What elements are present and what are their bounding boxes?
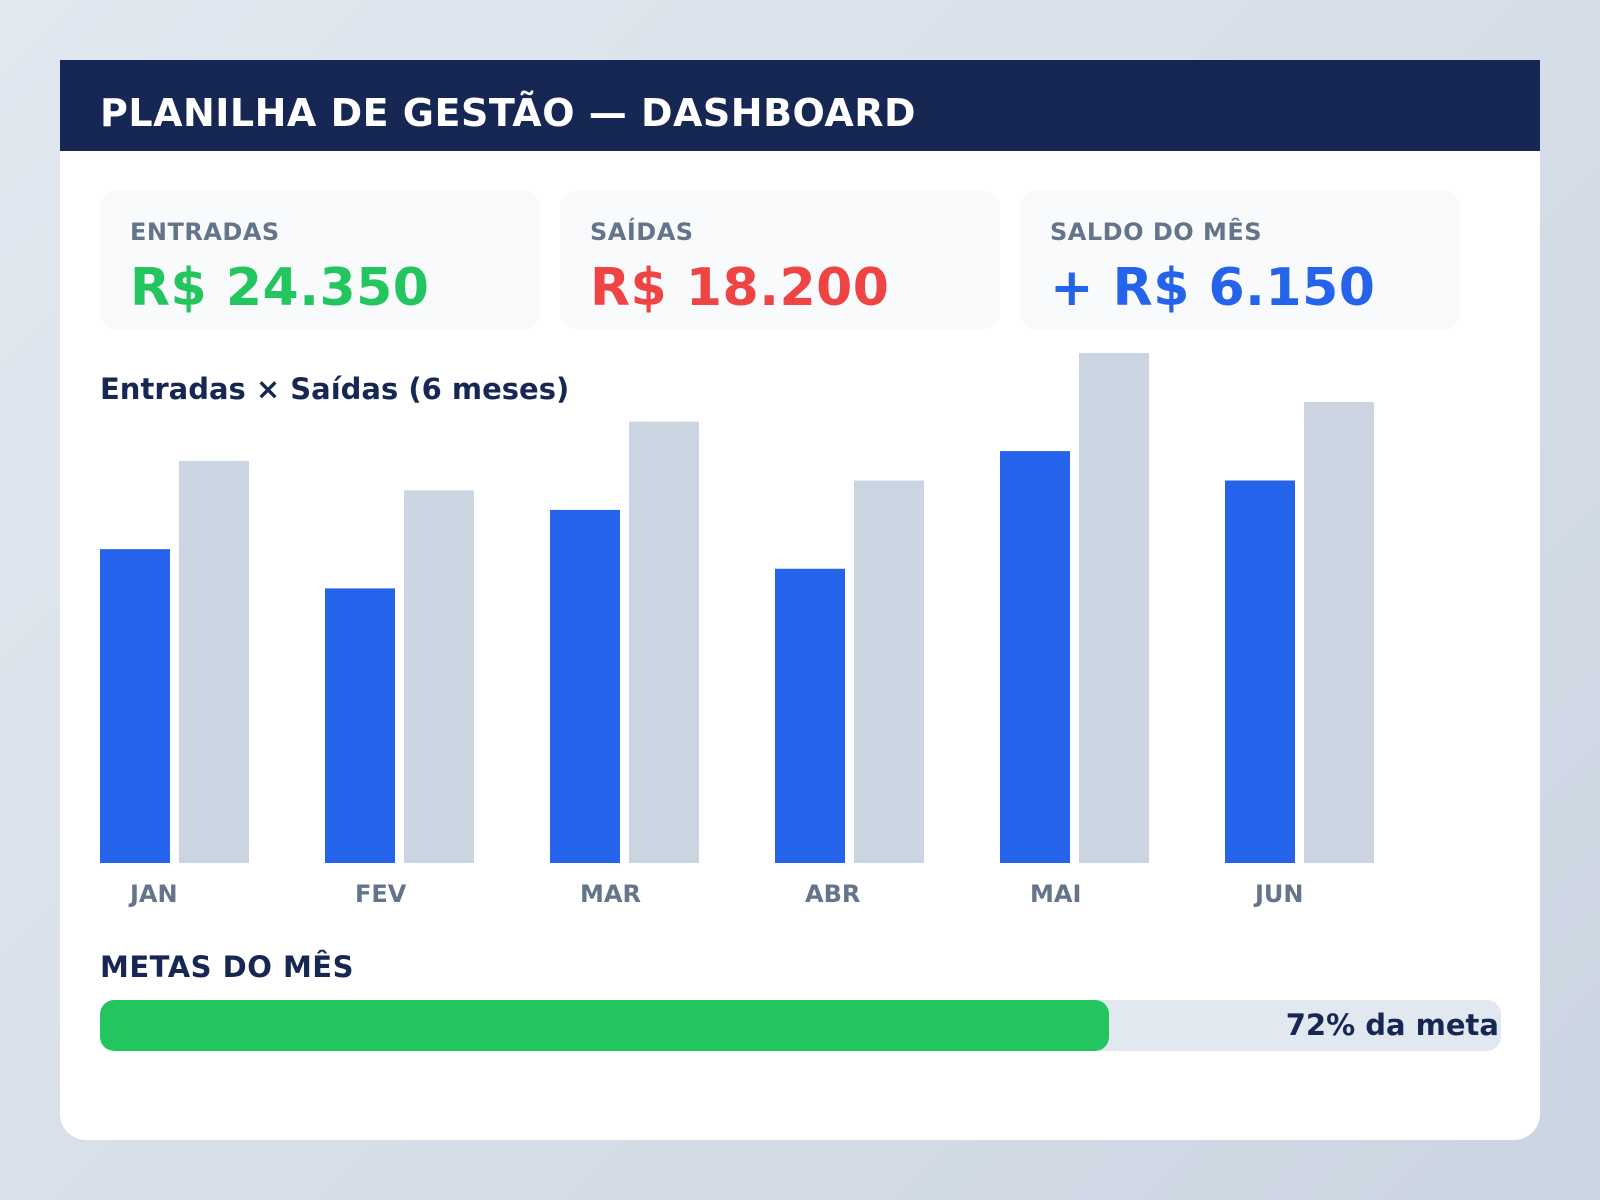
kpi-card-entradas: ENTRADAS R$ 24.350 xyxy=(100,190,540,330)
chart-title: Entradas × Saídas (6 meses) xyxy=(100,372,570,406)
bar-fev-series-1 xyxy=(325,588,395,863)
x-tick-label: JUN xyxy=(1253,880,1304,908)
goal-progress-fill xyxy=(100,1000,1109,1051)
bar-mar-series-2 xyxy=(629,421,699,863)
kpi-card-saidas: SAÍDAS R$ 18.200 xyxy=(560,190,1000,330)
x-tick-label: MAI xyxy=(1030,880,1081,908)
bar-mai-series-1 xyxy=(1000,451,1070,863)
bar-jun-series-2 xyxy=(1304,402,1374,863)
bar-mai-series-2 xyxy=(1079,353,1149,863)
bar-jan-series-2 xyxy=(179,460,249,863)
kpi-label: SAÍDAS xyxy=(590,218,694,246)
goal-progress-label: 72% da meta xyxy=(1285,1008,1499,1042)
bar-jun-series-1 xyxy=(1225,480,1295,863)
dashboard-card: PLANILHA DE GESTÃO — DASHBOARD ENTRADAS … xyxy=(60,60,1540,1140)
bar-abr-series-1 xyxy=(775,568,845,863)
kpi-value: + R$ 6.150 xyxy=(1050,258,1376,318)
dashboard-header: PLANILHA DE GESTÃO — DASHBOARD xyxy=(60,60,1540,151)
page-title: PLANILHA DE GESTÃO — DASHBOARD xyxy=(100,90,917,135)
bar-fev-series-2 xyxy=(404,490,474,863)
goal-progress-bar: 72% da meta xyxy=(100,1000,1501,1051)
x-tick-label: JAN xyxy=(128,880,178,908)
bar-chart: JAN FEV MAR ABR MAI JUN xyxy=(100,353,1374,908)
kpi-value: R$ 24.350 xyxy=(130,258,430,318)
kpi-label: SALDO DO MÊS xyxy=(1050,218,1263,246)
kpi-value: R$ 18.200 xyxy=(590,258,890,318)
bar-jan-series-1 xyxy=(100,549,170,863)
x-tick-label: MAR xyxy=(580,880,641,908)
x-tick-label: FEV xyxy=(355,880,407,908)
kpi-label: ENTRADAS xyxy=(130,218,280,246)
bar-mar-series-1 xyxy=(550,509,620,863)
bar-abr-series-2 xyxy=(854,480,924,863)
goals-title: METAS DO MÊS xyxy=(100,950,355,984)
x-tick-label: ABR xyxy=(805,880,860,908)
kpi-card-saldo: SALDO DO MÊS + R$ 6.150 xyxy=(1020,190,1460,330)
